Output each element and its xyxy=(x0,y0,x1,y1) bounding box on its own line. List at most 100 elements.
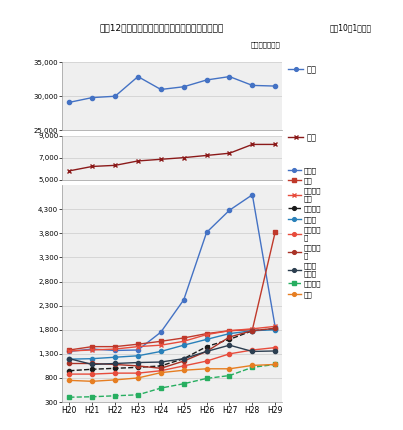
マレーシア xyxy=(135,363,140,369)
タイ xyxy=(273,229,278,234)
中国 xyxy=(227,74,232,79)
タイ xyxy=(158,339,163,344)
米国 xyxy=(158,157,163,162)
インド xyxy=(227,208,232,213)
ベトナム xyxy=(135,365,140,370)
Line: ベトナム: ベトナム xyxy=(67,327,277,373)
Line: タイ: タイ xyxy=(67,230,277,352)
ドイツ xyxy=(158,349,163,354)
タイ xyxy=(181,335,186,341)
マレーシア xyxy=(273,326,278,331)
インドネシア xyxy=(158,343,163,348)
中国 xyxy=(181,84,186,89)
Line: マレーシア: マレーシア xyxy=(67,326,277,370)
ドイツ xyxy=(135,353,140,358)
Legend: 米国: 米国 xyxy=(288,133,317,142)
台湾 xyxy=(273,362,278,367)
フィリピン xyxy=(113,371,118,376)
メキシコ xyxy=(90,394,95,399)
米国 xyxy=(273,142,278,147)
ドイツ xyxy=(273,327,278,332)
Line: 中国: 中国 xyxy=(67,74,277,104)
ドイツ xyxy=(113,355,118,360)
メキシコ xyxy=(227,373,232,378)
ドイツ xyxy=(227,331,232,336)
Legend: インド, タイ, インドネ
シア, ベトナム, ドイツ, フィリピ
ン, マレーシ
ア, シンガ
ポール, メキシコ, 台湾: インド, タイ, インドネ シア, ベトナム, ドイツ, フィリピ ン, マレー… xyxy=(288,167,321,298)
マレーシア xyxy=(181,359,186,364)
シンガポール xyxy=(67,356,72,361)
シンガポール xyxy=(135,360,140,365)
ドイツ xyxy=(250,328,255,333)
ベトナム xyxy=(250,328,255,333)
マレーシア xyxy=(158,366,163,371)
シンガポール xyxy=(273,348,278,353)
米国 xyxy=(113,163,118,168)
フィリピン xyxy=(158,368,163,373)
Text: 上位12か国（地域）の日系企業（拠点）数の推移: 上位12か国（地域）の日系企業（拠点）数の推移 xyxy=(99,24,223,32)
タイ xyxy=(90,344,95,349)
Legend: 中国: 中国 xyxy=(288,65,317,74)
メキシコ xyxy=(113,393,118,398)
米国 xyxy=(135,158,140,163)
インドネシア xyxy=(135,344,140,349)
フィリピン xyxy=(90,372,95,377)
タイ xyxy=(67,347,72,353)
タイ xyxy=(204,331,209,336)
Line: メキシコ: メキシコ xyxy=(67,362,277,399)
インド xyxy=(113,348,118,353)
インドネシア xyxy=(227,328,232,333)
台湾 xyxy=(90,379,95,384)
インド xyxy=(90,347,95,352)
タイ xyxy=(227,328,232,333)
ベトナム xyxy=(227,337,232,342)
米国 xyxy=(90,164,95,169)
インドネシア xyxy=(67,348,72,353)
フィリピン xyxy=(273,345,278,350)
メキシコ xyxy=(135,392,140,397)
ベトナム xyxy=(90,367,95,372)
マレーシア xyxy=(90,361,95,366)
マレーシア xyxy=(113,362,118,367)
インドネシア xyxy=(113,347,118,352)
シンガポール xyxy=(250,349,255,354)
米国 xyxy=(204,153,209,158)
中国 xyxy=(204,77,209,83)
ドイツ xyxy=(204,337,209,342)
インドネシア xyxy=(273,324,278,329)
ベトナム xyxy=(158,363,163,369)
メキシコ xyxy=(181,381,186,386)
インド xyxy=(158,329,163,335)
シンガポール xyxy=(113,361,118,366)
インド xyxy=(250,192,255,197)
フィリピン xyxy=(227,351,232,356)
インドネシア xyxy=(181,339,186,344)
中国 xyxy=(113,94,118,99)
インドネシア xyxy=(204,332,209,337)
ベトナム xyxy=(204,344,209,349)
中国 xyxy=(67,100,72,105)
台湾 xyxy=(135,375,140,381)
ベトナム xyxy=(67,368,72,373)
台湾 xyxy=(67,378,72,383)
マレーシア xyxy=(204,349,209,354)
インド xyxy=(204,230,209,235)
シンガポール xyxy=(181,356,186,361)
フィリピン xyxy=(204,359,209,364)
ドイツ xyxy=(67,356,72,362)
インドネシア xyxy=(250,326,255,332)
中国 xyxy=(158,87,163,92)
インド xyxy=(273,325,278,330)
ベトナム xyxy=(113,366,118,371)
マレーシア xyxy=(67,361,72,366)
ベトナム xyxy=(181,356,186,361)
フィリピン xyxy=(250,347,255,353)
フィリピン xyxy=(135,371,140,376)
シンガポール xyxy=(204,349,209,354)
メキシコ xyxy=(204,376,209,381)
Line: フィリピン: フィリピン xyxy=(67,345,277,376)
シンガポール xyxy=(227,343,232,348)
Line: ドイツ: ドイツ xyxy=(67,328,277,361)
米国 xyxy=(250,142,255,147)
台湾 xyxy=(158,370,163,375)
台湾 xyxy=(227,366,232,372)
